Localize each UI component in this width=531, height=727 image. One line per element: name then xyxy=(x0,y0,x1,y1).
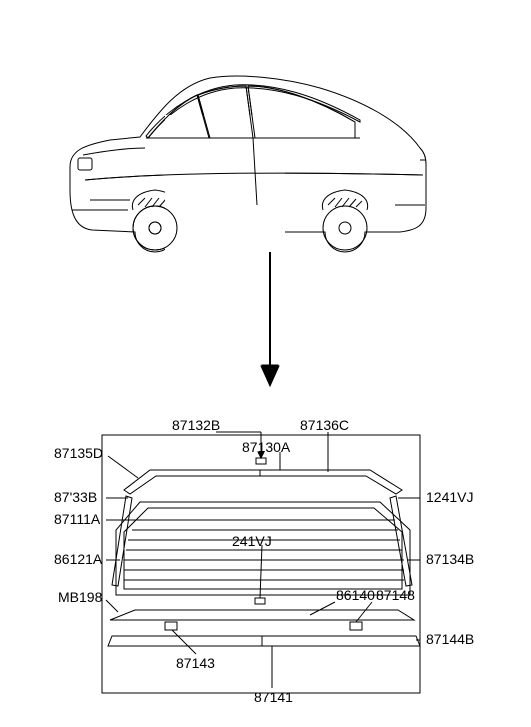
label-87136C: 87136C xyxy=(300,417,349,433)
labels: 87132B 87136C 87135D 87130A 87'33B 1241V… xyxy=(54,417,474,705)
label-87134B: 87134B xyxy=(426,551,474,567)
parts-diagram: 87132B 87136C 87135D 87130A 87'33B 1241V… xyxy=(0,0,531,727)
label-87135D: 87135D xyxy=(54,445,103,461)
label-87141: 87141 xyxy=(254,689,293,705)
label-87143: 87143 xyxy=(176,655,215,671)
label-87148: 87148 xyxy=(376,587,415,603)
label-87132B: 87132B xyxy=(172,417,220,433)
label-MB198: MB198 xyxy=(58,589,103,605)
label-86121A: 86121A xyxy=(54,551,103,567)
exploded-view xyxy=(102,432,420,693)
label-87111A: 87111A xyxy=(54,511,101,527)
label-87130A: 87130A xyxy=(242,439,291,455)
label-241VJ: 241VJ xyxy=(232,533,272,549)
label-8733B: 87'33B xyxy=(54,489,97,505)
label-1241VJ: 1241VJ xyxy=(426,489,473,505)
label-87144B: 87144B xyxy=(426,631,474,647)
label-86140: 86140 xyxy=(336,587,375,603)
